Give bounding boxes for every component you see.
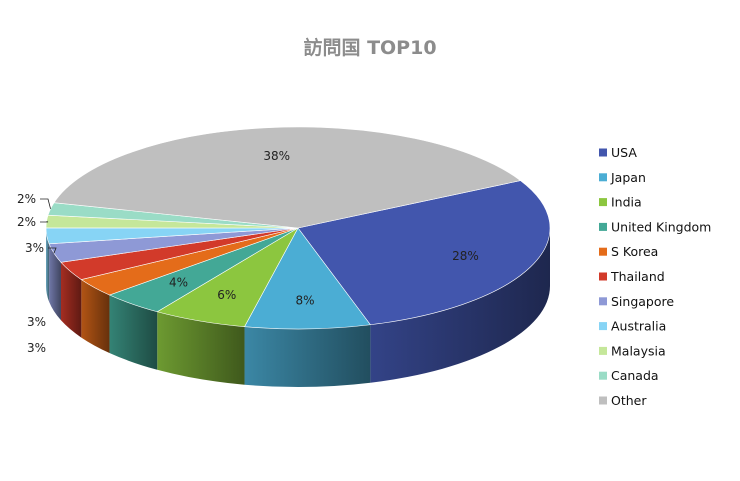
legend-label-malaysia: Malaysia [611, 343, 666, 358]
label-india: 6% [217, 288, 236, 302]
legend-label-united-kingdom: United Kingdom [611, 219, 711, 234]
legend-label-india: India [611, 195, 642, 210]
label-s-korea: 3% [27, 315, 46, 329]
legend-item-malaysia: Malaysia [599, 343, 666, 358]
legend-swatch-s-korea [599, 247, 607, 256]
leader-singapore [48, 247, 57, 254]
legend-swatch-india [599, 198, 607, 207]
label-other: 38% [263, 149, 290, 163]
legend-label-canada: Canada [611, 368, 659, 383]
label-malaysia: 2% [17, 215, 36, 229]
legend-label-thailand: Thailand [610, 269, 665, 284]
legend-label-singapore: Singapore [611, 294, 674, 309]
side-singapore [49, 243, 61, 321]
legend-item-japan: Japan [599, 170, 646, 185]
chart-title: 訪問国 TOP10 [303, 36, 436, 59]
pie-slices [45, 126, 551, 330]
slice-other [53, 126, 522, 229]
pie-labels: 28% 8% 6% 4% 3% 3% 3% 2% 2% 38% [17, 149, 479, 355]
legend-swatch-australia [599, 322, 607, 331]
legend-label-japan: Japan [610, 170, 646, 185]
legend-item-canada: Canada [599, 368, 659, 383]
legend-swatch-singapore [599, 297, 607, 306]
legend-label-other: Other [611, 393, 647, 408]
legend-swatch-united-kingdom [599, 222, 607, 231]
legend-swatch-canada [599, 371, 607, 380]
legend-swatch-thailand [599, 272, 607, 281]
side-s-korea [81, 279, 110, 354]
side-japan [244, 324, 371, 387]
legend-item-singapore: Singapore [599, 294, 674, 309]
legend-item-united-kingdom: United Kingdom [599, 219, 711, 234]
leader-canada [40, 198, 51, 210]
legend-item-other: Other [599, 393, 647, 408]
legend-label-usa: USA [611, 145, 637, 160]
legend-item-usa: USA [599, 145, 637, 160]
label-japan: 8% [296, 294, 315, 308]
label-thailand: 3% [27, 341, 46, 355]
legend-item-s-korea: S Korea [599, 244, 658, 259]
legend-swatch-japan [599, 173, 607, 182]
label-canada: 2% [17, 192, 36, 206]
legend: USA Japan India United Kingdom S Korea Thaila… [599, 145, 711, 408]
slice-usa [297, 180, 551, 326]
legend-label-australia: Australia [611, 319, 666, 334]
side-australia [46, 228, 50, 302]
label-singapore: 3% [25, 241, 44, 255]
label-united-kingdom: 4% [169, 276, 188, 290]
label-usa: 28% [452, 249, 479, 263]
side-india [157, 311, 245, 385]
legend-item-india: India [599, 195, 642, 210]
legend-swatch-malaysia [599, 346, 607, 355]
side-thailand [60, 262, 82, 338]
legend-item-australia: Australia [599, 319, 666, 334]
legend-swatch-usa [599, 148, 607, 157]
legend-label-s-korea: S Korea [611, 244, 658, 259]
side-united-kingdom [109, 295, 158, 370]
legend-item-thailand: Thailand [599, 269, 665, 284]
slice-japan [244, 227, 371, 330]
legend-swatch-other [599, 396, 607, 405]
